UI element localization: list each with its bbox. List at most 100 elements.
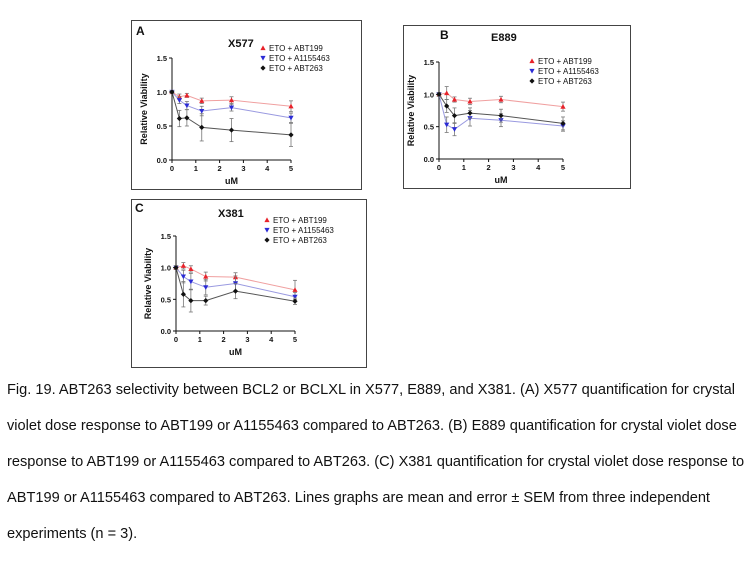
- y-tick-label: 1.5: [157, 54, 167, 63]
- data-point: [228, 97, 235, 103]
- x-axis-label: uM: [225, 176, 238, 186]
- series-line: [438, 94, 564, 124]
- legend-marker: [264, 227, 270, 233]
- data-point: [199, 108, 205, 114]
- x-tick-label: 1: [462, 163, 466, 172]
- data-point: [292, 287, 298, 292]
- x-tick-label: 1: [194, 164, 198, 173]
- legend-label: ETO + A1155463: [538, 67, 599, 76]
- data-point: [444, 122, 450, 128]
- y-tick-label: 1.0: [161, 264, 171, 273]
- data-point: [498, 96, 504, 102]
- data-point: [180, 274, 186, 280]
- series-line: [171, 91, 292, 107]
- chart-title: E889: [491, 32, 517, 44]
- x-tick-label: 4: [265, 164, 270, 173]
- legend-marker: [529, 58, 535, 64]
- data-point: [292, 298, 298, 304]
- legend-label: ETO + A1155463: [273, 226, 334, 235]
- data-point: [436, 91, 442, 97]
- data-point: [288, 132, 294, 138]
- data-point: [184, 92, 190, 98]
- x-tick-label: 3: [245, 335, 249, 344]
- data-point: [498, 113, 504, 119]
- x-tick-label: 0: [170, 164, 174, 173]
- y-tick-label: 1.0: [424, 90, 434, 99]
- x-tick-label: 5: [561, 163, 565, 172]
- x-tick-label: 4: [536, 163, 541, 172]
- data-point: [560, 104, 566, 109]
- panel-letter: C: [135, 201, 144, 215]
- x-axis-label: uM: [229, 347, 242, 357]
- data-point: [180, 291, 186, 297]
- data-point: [451, 113, 458, 119]
- data-point: [288, 115, 294, 121]
- chart-b-svg: B E889 0.0 0.5 1.0 1.5 0 1 2 3 4 5 uM Relative Viabil…: [406, 28, 599, 185]
- y-axis-label: Relative Viability: [406, 75, 416, 146]
- data-point: [451, 127, 458, 132]
- x-tick-label: 4: [269, 335, 274, 344]
- y-tick-label: 0.5: [157, 122, 167, 131]
- x-axis-label: uM: [495, 175, 508, 185]
- legend-label: ETO + A1155463: [269, 54, 330, 63]
- y-tick-label: 0.0: [424, 155, 434, 164]
- legend-marker: [529, 78, 535, 84]
- chart-title: X381: [218, 208, 244, 220]
- data-point: [203, 285, 209, 290]
- series-line: [175, 267, 296, 302]
- y-tick-label: 1.5: [161, 232, 171, 241]
- y-tick-label: 0.0: [157, 156, 167, 165]
- y-tick-label: 0.0: [161, 327, 171, 336]
- data-point: [292, 294, 298, 300]
- legend-marker: [529, 68, 535, 74]
- data-point: [560, 120, 566, 127]
- chart-c-svg: C X381 0.0 0.5 1.0 1.5 0 1 2 3 4 5 uM Relative Viabil…: [135, 201, 334, 357]
- x-tick-label: 3: [511, 163, 515, 172]
- data-point: [169, 89, 175, 95]
- chart-panel-b: B E889 0.0 0.5 1.0 1.5 0 1 2 3 4 5 uM Relative Viabil…: [403, 25, 631, 189]
- chart-panel-a: A X577 0.0 0.5 1.0 1.5 0 1 2 3 4 5 uM Relative Viabil…: [131, 20, 362, 190]
- data-point: [199, 98, 205, 103]
- legend-marker: [264, 237, 270, 243]
- panel-letter: B: [440, 28, 449, 42]
- data-point: [444, 90, 450, 96]
- figure-caption: Fig. 19. ABT263 selectivity between BCL2…: [7, 382, 745, 542]
- x-tick-label: 0: [437, 163, 441, 172]
- series-line: [171, 91, 292, 136]
- legend-label: ETO + ABT263: [538, 77, 592, 86]
- data-point: [188, 279, 194, 285]
- data-point: [176, 115, 182, 122]
- y-axis-label: Relative Viability: [143, 248, 153, 319]
- legend-label: ETO + ABT199: [269, 44, 323, 53]
- legend-marker: [260, 55, 266, 61]
- data-point: [176, 98, 182, 103]
- legend-marker: [260, 45, 266, 51]
- y-tick-label: 1.5: [424, 58, 434, 67]
- data-point: [228, 105, 235, 111]
- legend-marker: [264, 217, 270, 223]
- x-tick-label: 2: [487, 163, 491, 172]
- series-line: [438, 94, 564, 130]
- y-tick-label: 0.5: [424, 123, 434, 132]
- legend-label: ETO + ABT263: [273, 236, 327, 245]
- y-tick-label: 1.0: [157, 88, 167, 97]
- x-tick-label: 2: [222, 335, 226, 344]
- chart-panel-c: C X381 0.0 0.5 1.0 1.5 0 1 2 3 4 5 uM Relative Viabil…: [131, 199, 367, 368]
- x-tick-label: 0: [174, 335, 178, 344]
- data-point: [451, 96, 458, 102]
- legend-label: ETO + ABT263: [269, 64, 323, 73]
- chart-title: X577: [228, 38, 254, 50]
- legend-marker: [260, 65, 266, 71]
- data-point: [467, 98, 473, 104]
- y-tick-label: 0.5: [161, 295, 171, 304]
- data-point: [188, 266, 194, 272]
- data-point: [180, 263, 186, 268]
- data-point: [288, 103, 294, 109]
- legend-label: ETO + ABT199: [273, 216, 327, 225]
- y-axis-label: Relative Viability: [139, 73, 149, 144]
- chart-a-svg: A X577 0.0 0.5 1.0 1.5 0 1 2 3 4 5 uM Relative Viabil…: [136, 24, 330, 186]
- data-point: [203, 273, 209, 279]
- data-point: [184, 103, 190, 109]
- data-point: [184, 115, 190, 121]
- panel-letter: A: [136, 24, 145, 38]
